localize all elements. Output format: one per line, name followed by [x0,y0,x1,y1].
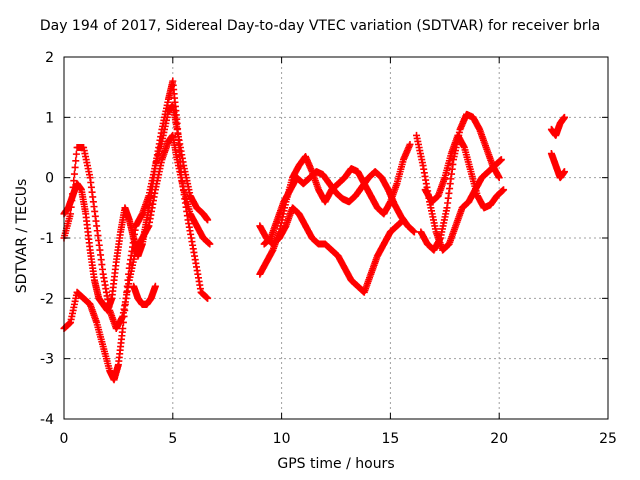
axis-ticks [63,56,609,420]
x-tick-label: 15 [381,431,399,447]
data-point [495,174,503,182]
data-point [497,156,505,164]
series-trace-j [421,131,508,212]
data-point [70,170,78,178]
y-tick-label: -2 [40,291,54,307]
data-point [70,177,78,185]
data-point [206,240,214,248]
data-point [68,197,76,205]
y-tick-label: -1 [40,231,54,247]
x-tick-label: 0 [60,431,69,447]
x-tick-label: 5 [168,431,177,447]
data-point [71,163,79,171]
data-point [410,228,418,236]
y-tick-label: 1 [45,110,54,126]
data-point [68,190,76,198]
x-tick-label: 10 [273,431,291,447]
series-trace-l [547,150,568,182]
data-point [72,157,80,165]
data-point [67,210,75,218]
data-point [67,203,75,211]
y-tick-label: -3 [40,352,54,368]
x-axis-tick-labels: 0 5 10 15 20 25 [60,431,617,447]
series-trace-g [260,168,418,248]
data-point [204,294,212,302]
x-tick-label: 25 [599,431,617,447]
data-points [60,77,568,384]
x-axis-label: GPS time / hours [277,456,395,472]
data-point [119,325,127,332]
data-point [406,140,414,148]
data-point [69,183,77,191]
series-trace-k [547,113,568,139]
y-axis-tick-labels: -4 -3 -2 -1 0 1 2 [40,50,54,428]
series-trace-c [60,131,214,332]
chart-title: Day 194 of 2017, Sidereal Day-to-day VTE… [39,18,601,34]
x-tick-label: 20 [490,431,508,447]
series-trace-i [417,110,503,254]
series-trace-b [60,101,212,314]
data-point [72,150,80,158]
y-axis-label: SDTVAR / TECUs [14,178,30,294]
data-point [560,168,568,176]
series-trace-d [130,282,159,308]
y-tick-label: 2 [45,50,54,66]
data-point [500,186,508,194]
data-point [560,113,568,121]
y-tick-label: 0 [45,171,54,187]
y-tick-label: -4 [40,412,54,428]
data-point [204,216,212,224]
data-point [151,282,159,290]
series-trace-a [60,77,212,384]
